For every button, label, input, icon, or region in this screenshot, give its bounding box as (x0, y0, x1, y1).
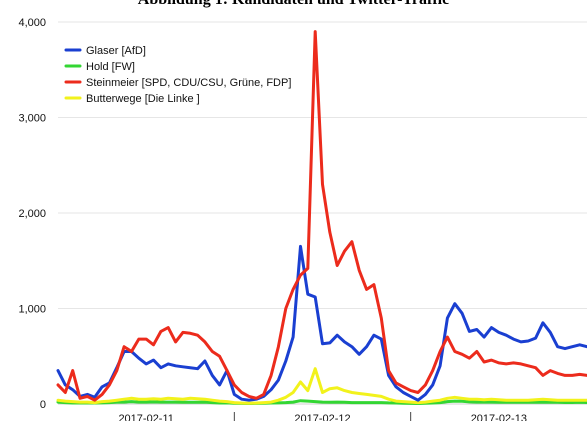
series-line-0 (56, 244, 587, 402)
x-tick-label: 2017-02-13 (471, 413, 527, 421)
series-line-3 (56, 367, 587, 405)
y-tick-label: 2,000 (18, 208, 46, 220)
y-tick-label: 0 (40, 399, 46, 411)
legend-label: Butterwege [Die Linke ] (86, 93, 200, 105)
legend-label: Glaser [AfD] (86, 45, 146, 57)
series-layer (56, 30, 587, 405)
legend-label: Steinmeier [SPD, CDU/CSU, Grüne, FDP] (86, 77, 291, 89)
chart-title: Abbildung 1: Kandidaten und Twitter-Traf… (0, 0, 587, 9)
y-tick-label: 1,000 (18, 304, 46, 316)
legend: Glaser [AfD] Hold [FW] Steinmeier [SPD, CD… (64, 45, 291, 105)
series-line-1 (56, 399, 587, 405)
legend-label: Hold [FW] (86, 61, 135, 73)
y-tick-label: 4,000 (18, 17, 46, 29)
x-tick-label: 2017-02-11 (118, 413, 173, 421)
x-tick-label: 2017-02-12 (294, 413, 350, 421)
series-line-2 (56, 30, 587, 402)
y-tick-label: 3,000 (18, 113, 46, 125)
axis-layer: 0 1,000 2,000 3,000 4,000 2017-02-11 2017-02-1… (18, 17, 587, 421)
